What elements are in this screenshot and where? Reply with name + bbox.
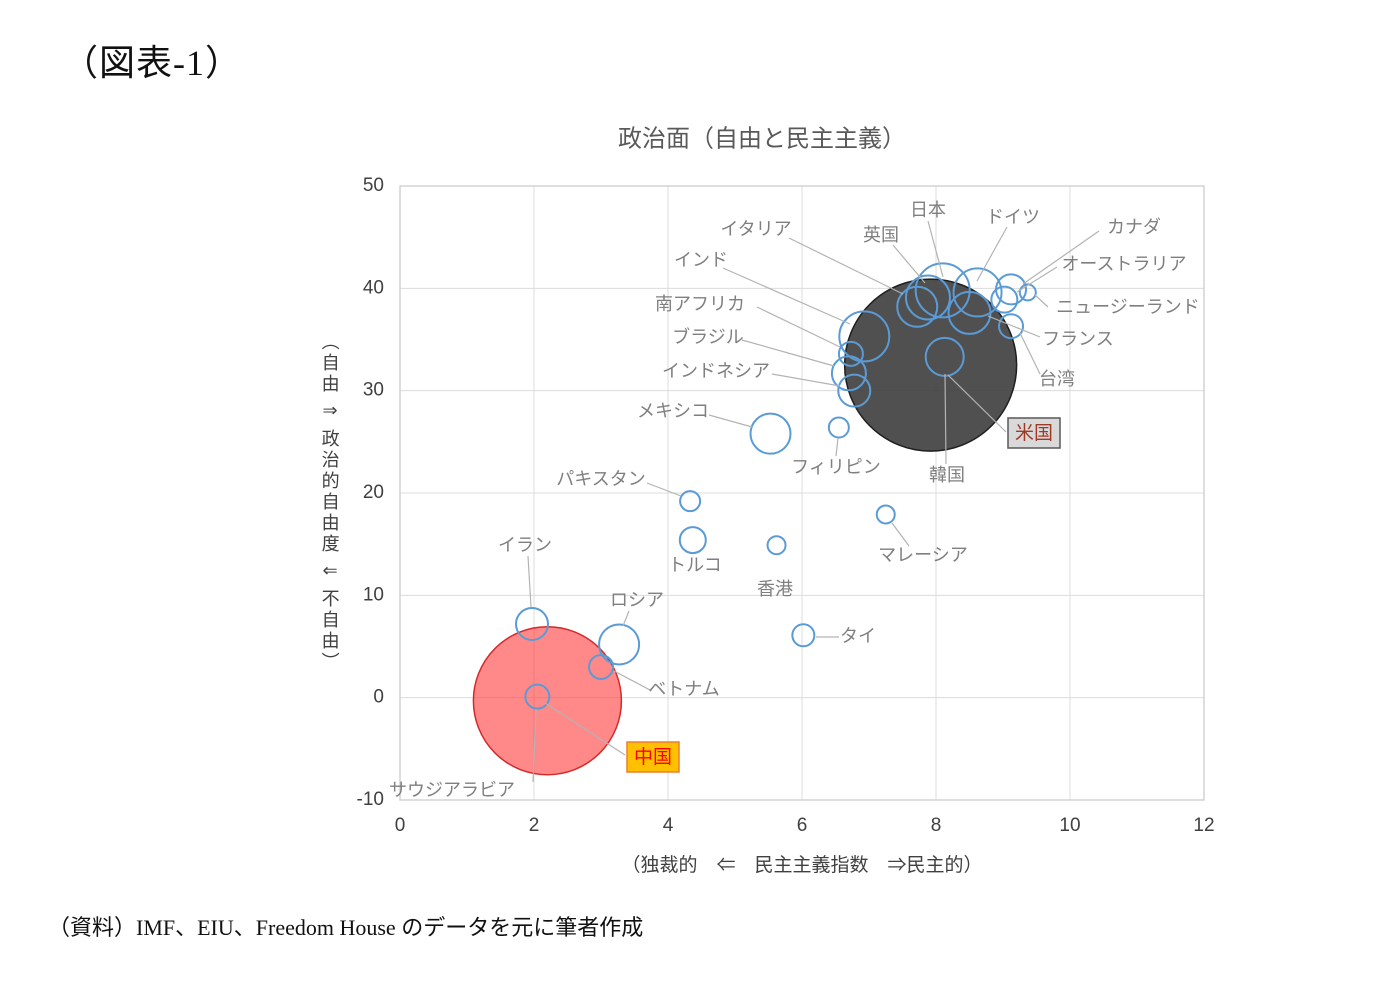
x-tick-label: 6 <box>797 815 808 836</box>
leader-line-us <box>947 374 1007 433</box>
country-label-pakistan: パキスタン <box>556 469 645 489</box>
bubble-france <box>947 290 992 335</box>
x-axis-label: （独裁的 ⇐ 民主主義指数 ⇒民主的） <box>621 854 982 876</box>
country-label-southafrica: 南アフリカ <box>655 294 745 314</box>
leader-line-taiwan <box>1019 332 1041 375</box>
y-tick-label: 30 <box>363 380 384 401</box>
leader-line-philippines <box>835 437 839 457</box>
bubble-mexico <box>749 412 792 455</box>
bubble-saudiarabia <box>524 683 551 710</box>
bubble-japan <box>914 262 971 319</box>
x-tick-label: 0 <box>395 815 406 836</box>
country-label-saudiarabia: サウジアラビア <box>389 780 515 800</box>
bubble-italy <box>896 285 939 328</box>
bubble-brazil <box>830 355 867 392</box>
country-label-brazil: ブラジル <box>672 326 744 347</box>
bubble-india <box>838 310 891 363</box>
figure-label: （図表-1） <box>62 43 242 83</box>
leader-line-germany <box>976 226 1008 282</box>
country-label-thailand: タイ <box>840 626 876 646</box>
bubble-uk <box>904 274 951 321</box>
bubble-philippines <box>827 416 850 439</box>
leader-line-saudiarabia <box>532 708 537 783</box>
country-label-india: インド <box>674 250 728 270</box>
y-tick-label: 0 <box>373 687 384 708</box>
leader-line-uk <box>892 244 926 284</box>
country-label-russia: ロシア <box>610 590 664 610</box>
leader-line-vietnam <box>613 670 651 691</box>
x-tick-label: 10 <box>1059 815 1080 836</box>
y-axis-label: （自由 ⇑ 政治的自由度 ⇓ 不自由） <box>319 332 340 674</box>
country-label-china: 中国 <box>634 746 672 768</box>
country-label-iran: イラン <box>498 535 552 555</box>
bubble-australia <box>990 285 1019 314</box>
bubble-russia <box>598 623 641 666</box>
country-label-germany: ドイツ <box>986 207 1040 227</box>
source-note: （資料）IMF、EIU、Freedom House のデータを元に筆者作成 <box>48 915 644 940</box>
bubble-newzealand <box>1018 283 1037 302</box>
y-tick-label: 40 <box>363 277 384 298</box>
country-label-hongkong: 香港 <box>757 579 793 599</box>
bubble-taiwan <box>998 313 1025 340</box>
country-label-australia: オーストラリア <box>1061 254 1186 274</box>
leader-line-canada <box>1022 230 1100 285</box>
country-label-philippines: フィリピン <box>791 457 881 477</box>
leader-line-france <box>987 315 1041 338</box>
leader-line-newzealand <box>1034 294 1049 308</box>
leader-line-iran <box>527 555 532 608</box>
bubble-indonesia <box>837 373 872 408</box>
country-label-box-us <box>1007 417 1061 449</box>
leader-line-pakistan <box>646 482 682 497</box>
country-label-taiwan: 台湾 <box>1039 369 1075 389</box>
country-label-france: フランス <box>1042 329 1114 349</box>
country-label-japan: 日本 <box>910 200 946 220</box>
plot-border <box>399 185 1205 801</box>
country-label-korea: 韓国 <box>929 465 965 485</box>
leader-line-southafrica <box>756 306 841 348</box>
leader-line-indonesia <box>771 373 841 387</box>
country-label-italy: イタリア <box>720 219 791 239</box>
country-label-malaysia: マレーシア <box>878 545 968 565</box>
y-tick-label: 50 <box>363 175 384 196</box>
country-label-vietnam: ベトナム <box>648 679 719 699</box>
country-label-canada: カナダ <box>1107 217 1161 237</box>
country-label-uk: 英国 <box>863 225 899 245</box>
country-label-indonesia: インドネシア <box>662 361 770 381</box>
y-tick-label: 10 <box>363 584 384 605</box>
bubble-germany <box>952 267 1003 318</box>
bubble-southafrica <box>837 340 864 367</box>
leader-line-india <box>722 267 851 325</box>
bubble-malaysia <box>875 504 896 525</box>
chart-title: 政治面（自由と民主主義） <box>618 125 906 152</box>
x-tick-label: 2 <box>529 815 540 836</box>
bubble-hongkong <box>766 535 787 556</box>
leader-line-china <box>544 702 626 756</box>
x-tick-label: 12 <box>1193 815 1214 836</box>
bubble-pakistan <box>679 490 702 513</box>
leader-line-brazil <box>741 339 835 367</box>
bubble-turkey <box>678 526 707 555</box>
leader-line-australia <box>1016 266 1058 293</box>
country-label-box-china <box>626 741 680 773</box>
country-label-mexico: メキシコ <box>637 401 709 421</box>
bubble-thailand <box>791 623 816 648</box>
leader-line-russia <box>622 610 630 627</box>
leader-line-malaysia <box>891 522 910 547</box>
country-label-us: 米国 <box>1015 422 1053 444</box>
x-tick-label: 4 <box>663 815 674 836</box>
leader-line-mexico <box>708 414 753 428</box>
country-label-newzealand: ニュージーランド <box>1056 297 1200 317</box>
bubble-vietnam <box>588 653 614 680</box>
y-tick-label: 20 <box>363 482 384 503</box>
y-tick-label: -10 <box>357 789 384 810</box>
bubble-iran <box>514 606 549 641</box>
x-tick-label: 8 <box>931 815 942 836</box>
leader-line-korea <box>944 373 947 465</box>
leader-line-japan <box>927 220 944 278</box>
leader-line-italy <box>788 237 904 295</box>
country-label-turkey: トルコ <box>668 555 722 575</box>
bubble-us <box>843 278 1018 452</box>
